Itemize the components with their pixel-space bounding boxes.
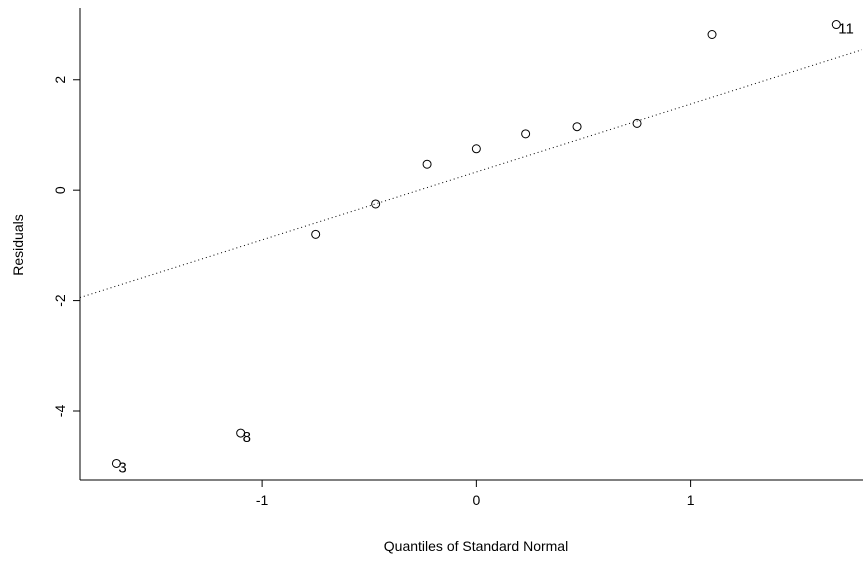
data-point — [422, 159, 432, 169]
y-tick-label: 0 — [52, 186, 68, 194]
data-point — [572, 122, 582, 132]
data-point — [471, 144, 481, 154]
x-tick-label: 0 — [472, 492, 480, 508]
y-axis-label: Residuals — [10, 214, 26, 275]
data-point — [371, 199, 381, 209]
y-tick-label: -2 — [52, 294, 68, 307]
x-tick-label: 1 — [687, 492, 695, 508]
data-point-label: 11 — [838, 21, 854, 38]
x-axis-label: Quantiles of Standard Normal — [384, 538, 568, 554]
plot-area: -1 0 1 -4 -2 0 2 3 8 11 — [52, 8, 863, 508]
x-tick-label: -1 — [256, 492, 269, 508]
data-point — [111, 458, 121, 468]
data-point — [632, 118, 642, 128]
data-point-label: 8 — [243, 429, 251, 446]
data-point — [311, 229, 321, 239]
y-tick-label: 2 — [52, 76, 68, 84]
y-tick-label: -4 — [52, 405, 68, 418]
data-point — [707, 29, 717, 39]
reference-line — [80, 49, 862, 299]
data-point — [521, 129, 531, 139]
data-point — [831, 20, 841, 30]
data-point-label: 3 — [118, 459, 126, 476]
data-point — [236, 428, 246, 438]
